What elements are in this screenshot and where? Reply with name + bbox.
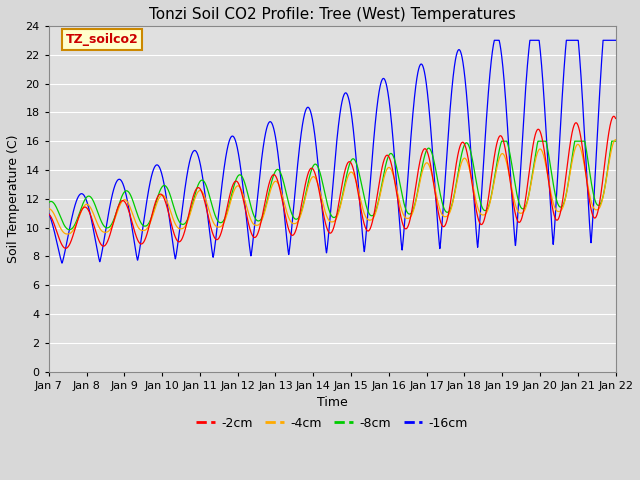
- Y-axis label: Soil Temperature (C): Soil Temperature (C): [7, 134, 20, 263]
- Title: Tonzi Soil CO2 Profile: Tree (West) Temperatures: Tonzi Soil CO2 Profile: Tree (West) Temp…: [148, 7, 516, 22]
- Text: TZ_soilco2: TZ_soilco2: [66, 33, 138, 46]
- Legend: -2cm, -4cm, -8cm, -16cm: -2cm, -4cm, -8cm, -16cm: [191, 412, 473, 435]
- X-axis label: Time: Time: [317, 396, 348, 409]
